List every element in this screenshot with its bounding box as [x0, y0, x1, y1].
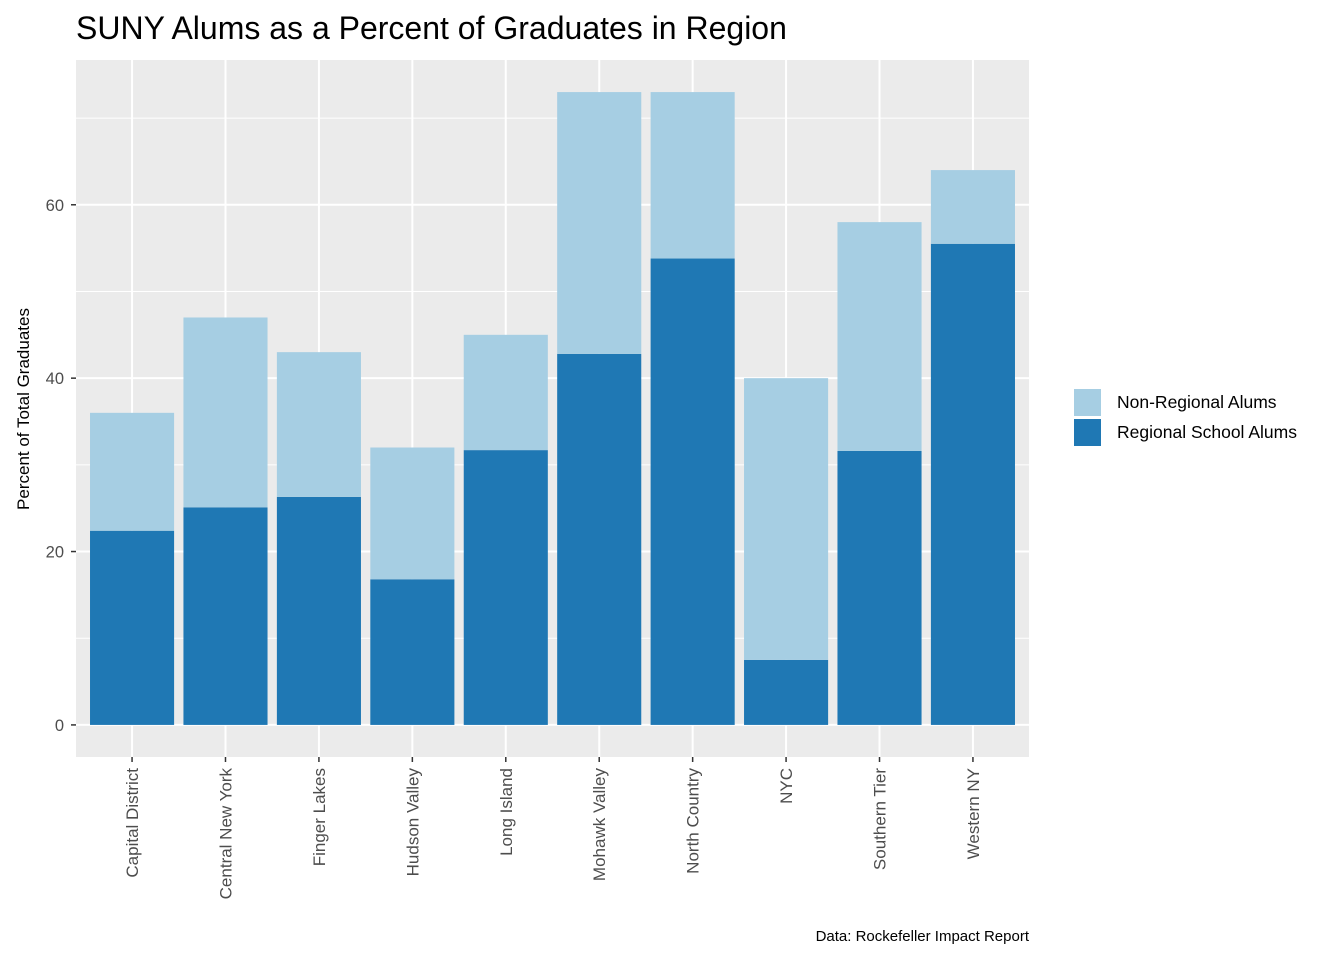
y-tick-label: 60 — [46, 197, 64, 215]
x-tick-label: Western NY — [964, 768, 983, 859]
legend-label-regional: Regional School Alums — [1117, 422, 1297, 442]
y-axis-ticks: 0 20 40 60 — [46, 197, 76, 735]
y-axis-label: Percent of Total Graduates — [14, 308, 33, 510]
bar-non-regional-alums — [650, 92, 735, 259]
bar-regional-school-alums — [183, 507, 268, 725]
bar-non-regional-alums — [90, 412, 175, 531]
bar-regional-school-alums — [650, 258, 735, 725]
bar-regional-school-alums — [276, 496, 361, 725]
x-tick-label: Mohawk Valley — [590, 768, 609, 882]
x-tick-label: Long Island — [497, 768, 516, 856]
legend-swatch-regional — [1074, 419, 1101, 446]
legend-item-regional: Regional School Alums — [1074, 418, 1297, 447]
bar-non-regional-alums — [463, 334, 548, 451]
x-tick-label: Capital District — [123, 768, 142, 878]
bar-regional-school-alums — [557, 353, 642, 725]
x-tick-label: North Country — [684, 768, 703, 874]
x-tick-label: Finger Lakes — [310, 768, 329, 866]
bar-non-regional-alums — [183, 317, 268, 508]
x-tick-label: Hudson Valley — [403, 768, 422, 877]
bar-regional-school-alums — [90, 530, 175, 725]
x-tick-label: Central New York — [216, 768, 235, 900]
data-source-caption: Data: Rockefeller Impact Report — [815, 928, 1029, 945]
bars-layer — [90, 92, 1015, 725]
bar-non-regional-alums — [837, 222, 922, 451]
bar-regional-school-alums — [837, 450, 922, 725]
bar-non-regional-alums — [370, 447, 455, 580]
bar-regional-school-alums — [463, 450, 548, 725]
bar-regional-school-alums — [930, 243, 1015, 725]
y-tick-label: 20 — [46, 544, 64, 562]
x-tick-label: Southern Tier — [871, 768, 890, 870]
legend-swatch-non-regional — [1074, 389, 1101, 416]
x-axis-ticks: Capital District Central New York Finger L… — [123, 757, 983, 899]
legend-item-non-regional: Non-Regional Alums — [1074, 388, 1297, 417]
legend: Non-Regional Alums Regional School Alums — [1074, 388, 1297, 448]
bar-non-regional-alums — [930, 170, 1015, 244]
bar-regional-school-alums — [744, 659, 829, 725]
y-tick-label: 40 — [46, 370, 64, 388]
y-tick-label: 0 — [55, 717, 64, 735]
chart-title: SUNY Alums as a Percent of Graduates in … — [76, 10, 787, 46]
legend-label-non-regional: Non-Regional Alums — [1117, 392, 1277, 412]
bar-regional-school-alums — [370, 579, 455, 725]
x-tick-label: NYC — [777, 768, 796, 804]
bar-non-regional-alums — [557, 92, 642, 354]
bar-non-regional-alums — [276, 352, 361, 497]
bar-non-regional-alums — [744, 378, 829, 660]
